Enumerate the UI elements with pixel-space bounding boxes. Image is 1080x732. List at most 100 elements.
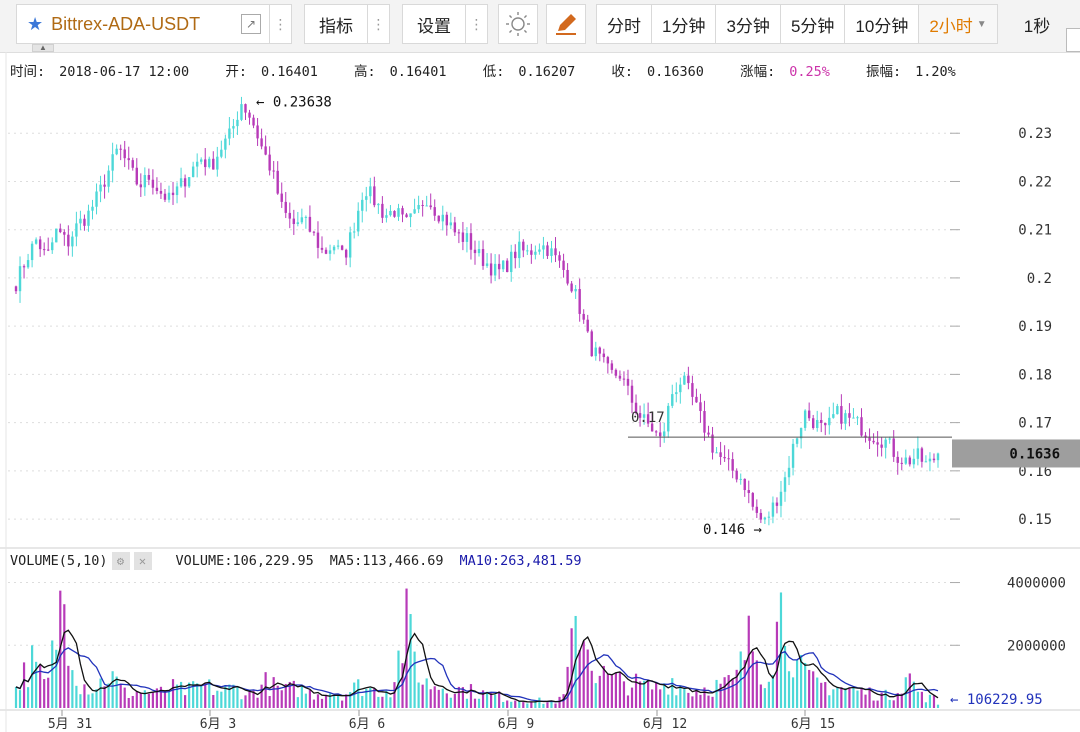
volume-bar bbox=[457, 686, 460, 708]
volume-bar bbox=[638, 681, 642, 708]
volume-bar bbox=[888, 699, 891, 708]
theme-button[interactable] bbox=[498, 4, 538, 44]
volume-bar bbox=[184, 695, 187, 708]
volume-bar bbox=[791, 677, 795, 708]
period-tab-3min[interactable]: 3分钟 bbox=[716, 5, 781, 43]
chevron-down-icon: ▼ bbox=[976, 18, 987, 30]
candle-body bbox=[610, 363, 614, 370]
candle-body bbox=[695, 396, 698, 403]
candle-body bbox=[900, 462, 903, 464]
volume-bar bbox=[812, 671, 815, 708]
refresh-speed-button[interactable]: 1秒 bbox=[1023, 16, 1051, 36]
price-tick-label: 0.15 bbox=[1018, 512, 1052, 528]
candle-body bbox=[856, 417, 859, 419]
volume-bar bbox=[928, 694, 932, 708]
period-tab-1min[interactable]: 1分钟 bbox=[652, 5, 717, 43]
volume-bar bbox=[936, 704, 940, 708]
volume-bar bbox=[179, 681, 183, 708]
candle-body bbox=[683, 375, 686, 385]
price-tick-label: 0.21 bbox=[1018, 223, 1052, 239]
price-tick-label: 0.16 bbox=[1018, 464, 1052, 480]
volume-bar bbox=[816, 677, 819, 708]
volume-bar bbox=[228, 684, 231, 708]
period-tab-2h[interactable]: 2小时 ▼ bbox=[919, 5, 997, 43]
volume-bar bbox=[494, 694, 497, 708]
volume-bar bbox=[115, 676, 118, 708]
candle-body bbox=[220, 149, 223, 157]
volume-bar bbox=[844, 688, 847, 708]
indicators-menu-dots[interactable]: ⋮ bbox=[368, 4, 390, 44]
candle-body bbox=[26, 260, 30, 268]
draw-button[interactable] bbox=[546, 4, 586, 44]
candle-body bbox=[155, 187, 159, 191]
volume-bar bbox=[59, 590, 62, 708]
period-selector: 分时 1分钟 3分钟 5分钟 10分钟 2小时 ▼ bbox=[596, 4, 998, 44]
candle-body bbox=[417, 204, 420, 210]
settings-button[interactable]: 设置 bbox=[402, 4, 466, 44]
candle-body bbox=[296, 222, 300, 225]
volume-bar bbox=[320, 698, 324, 708]
candle-body bbox=[783, 477, 787, 492]
volume-bar bbox=[39, 664, 42, 708]
candle-body bbox=[852, 417, 855, 419]
volume-bar bbox=[876, 700, 879, 708]
candle-body bbox=[163, 193, 167, 200]
volume-bar bbox=[43, 679, 46, 708]
external-link-icon[interactable]: ↗ bbox=[241, 14, 261, 34]
volume-bar bbox=[308, 689, 312, 708]
min-price-label: 0.146 → bbox=[703, 522, 762, 538]
candle-body bbox=[795, 438, 799, 444]
volume-bar bbox=[578, 650, 581, 708]
volume-bar bbox=[67, 665, 70, 708]
candle-body bbox=[276, 170, 279, 194]
low-label: 低: bbox=[482, 64, 505, 80]
candle-body bbox=[340, 245, 344, 250]
candle-body bbox=[91, 206, 94, 211]
candle-body bbox=[546, 245, 549, 256]
candle-body bbox=[260, 138, 263, 147]
volume-bar bbox=[397, 650, 400, 708]
symbol-selector[interactable]: ★ Bittrex-ADA-USDT ↗ bbox=[16, 4, 270, 44]
candle-body bbox=[594, 347, 597, 357]
settings-menu-dots[interactable]: ⋮ bbox=[466, 4, 488, 44]
date-tick-label: 6月 15 bbox=[791, 717, 835, 732]
volume-bar bbox=[381, 696, 384, 708]
time-label: 时间: bbox=[10, 64, 46, 80]
period-tab-10min[interactable]: 10分钟 bbox=[845, 5, 920, 43]
volume-bar bbox=[590, 670, 593, 708]
candle-body bbox=[147, 175, 151, 180]
candle-body bbox=[179, 178, 183, 187]
collapse-caret-icon[interactable]: ▲ bbox=[32, 44, 54, 52]
candle-body bbox=[236, 119, 239, 127]
gear-icon[interactable]: ⚙ bbox=[111, 552, 130, 570]
candle-body bbox=[441, 214, 444, 222]
volume-bar bbox=[606, 674, 609, 708]
star-icon[interactable]: ★ bbox=[27, 13, 44, 34]
side-panel-toggle[interactable] bbox=[1066, 28, 1080, 52]
volume-bar bbox=[534, 700, 537, 708]
sun-icon bbox=[506, 12, 530, 36]
candle-body bbox=[240, 104, 243, 120]
candle-body bbox=[51, 242, 54, 251]
open-info: 开: 0.16401 bbox=[225, 64, 332, 80]
volume-tick-label: 2000000 bbox=[1007, 638, 1066, 654]
candle-body bbox=[421, 204, 424, 206]
candle-body bbox=[570, 283, 573, 292]
candle-body bbox=[42, 249, 46, 251]
close-icon[interactable]: ✕ bbox=[133, 552, 152, 570]
period-tab-realtime[interactable]: 分时 bbox=[597, 5, 652, 43]
amplitude-info: 振幅: 1.20% bbox=[866, 64, 970, 80]
indicators-button[interactable]: 指标 bbox=[304, 4, 368, 44]
candle-body bbox=[510, 251, 513, 273]
volume-bar bbox=[87, 694, 90, 708]
period-tab-5min[interactable]: 5分钟 bbox=[781, 5, 846, 43]
volume-bar bbox=[240, 699, 243, 708]
volume-bar bbox=[139, 692, 142, 708]
volume-bar bbox=[804, 662, 807, 708]
volume-bar bbox=[647, 679, 650, 708]
symbol-menu-dots[interactable]: ⋮ bbox=[270, 4, 292, 44]
candle-body bbox=[445, 214, 449, 226]
volume-value: 106,229.95 bbox=[232, 553, 314, 569]
candle-body bbox=[429, 205, 432, 208]
